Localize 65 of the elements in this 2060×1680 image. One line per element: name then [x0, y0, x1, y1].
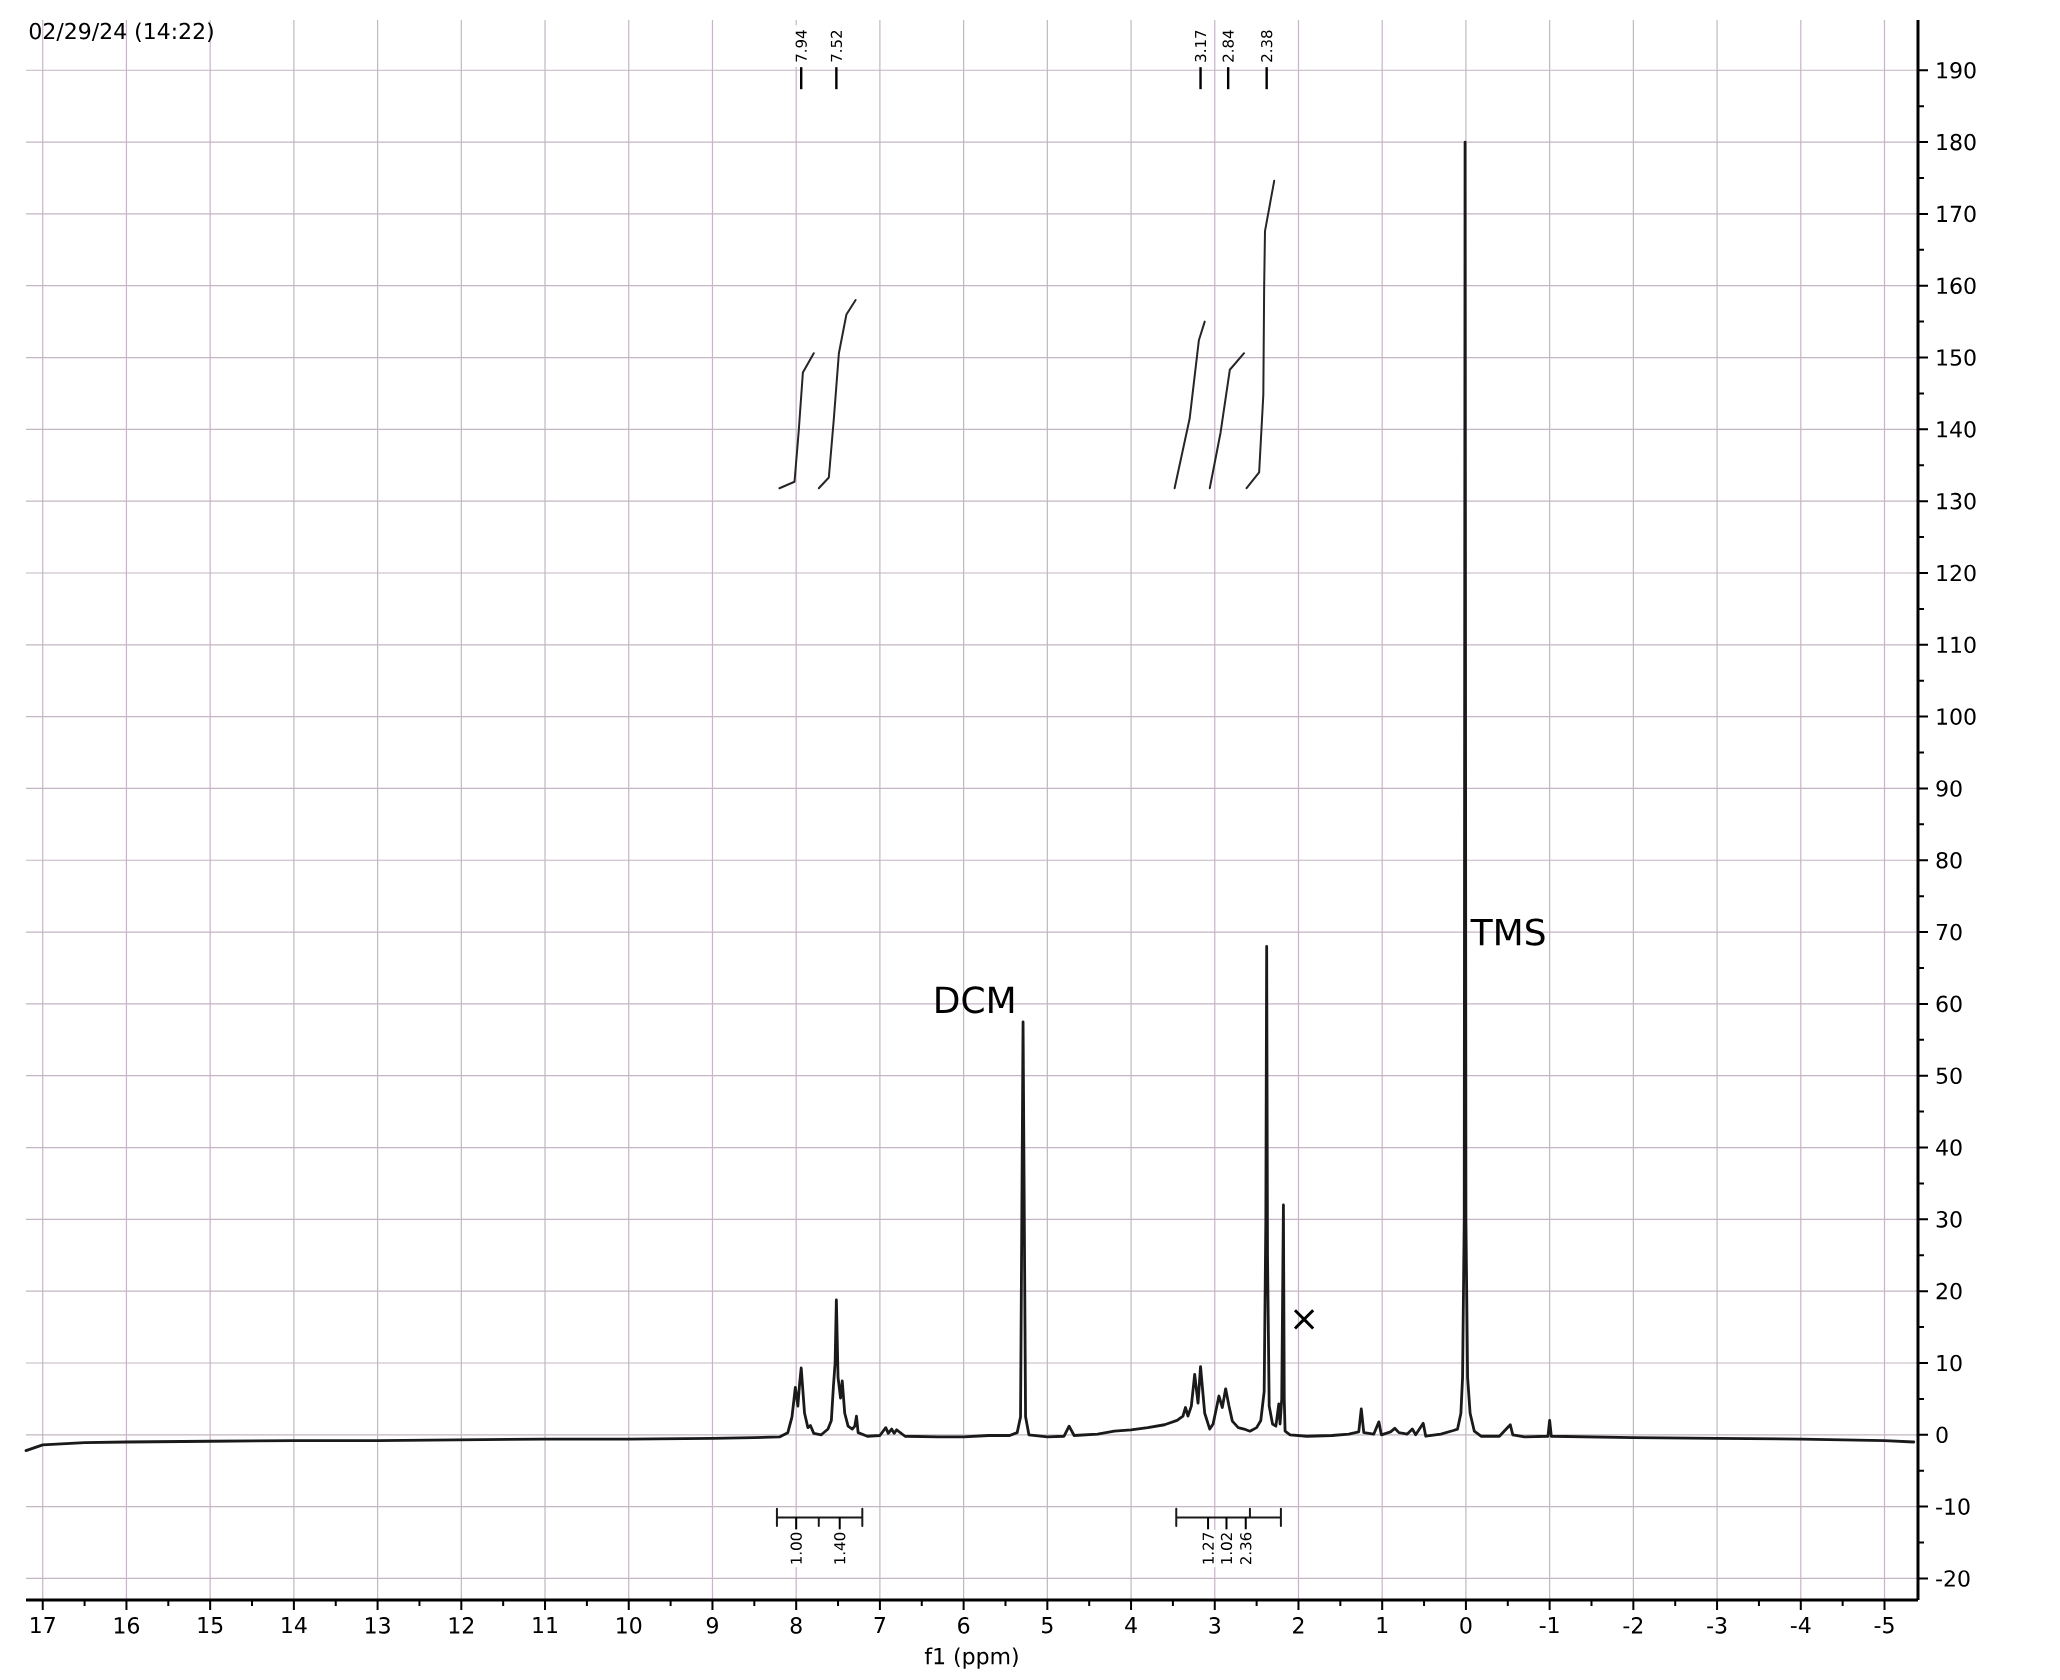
y-tick-label: 70 — [1936, 923, 1962, 941]
x-tick-label: 15 — [198, 1617, 223, 1634]
x-tick-label: 16 — [114, 1617, 140, 1634]
x-tick-label: -1 — [1539, 1617, 1559, 1634]
line-series — [1173, 320, 1206, 490]
line-series — [1245, 179, 1276, 490]
y-tick-label: 80 — [1936, 851, 1962, 869]
annotation: 7.52 — [830, 30, 843, 62]
y-tick-label: 140 — [1937, 421, 1976, 438]
y-tick-label: 100 — [1937, 708, 1976, 725]
annotation: × — [1293, 1309, 1315, 1330]
x-tick-label: 17 — [31, 1617, 55, 1634]
x-tick-label: 4 — [1125, 1617, 1137, 1634]
x-tick-label: -4 — [1790, 1617, 1811, 1634]
annotation: 2.38 — [1261, 30, 1273, 62]
x-tick-label: 8 — [790, 1617, 802, 1634]
y-tick-label: 50 — [1936, 1067, 1962, 1085]
y-tick-label: 60 — [1936, 995, 1962, 1013]
line-series — [778, 352, 815, 490]
x-tick-label: -3 — [1707, 1617, 1727, 1634]
line-series — [817, 299, 857, 490]
y-tick-label: 40 — [1936, 1139, 1962, 1156]
x-tick-label: 2 — [1293, 1617, 1304, 1634]
y-tick-label: 0 — [1936, 1426, 1948, 1444]
x-tick-label: 3 — [1209, 1617, 1220, 1634]
annotation: 1.40 — [834, 1532, 846, 1564]
y-tick-label: 30 — [1936, 1211, 1962, 1228]
y-tick-label: 10 — [1937, 1354, 1962, 1372]
annotation: 1.27 — [1202, 1533, 1214, 1564]
x-tick-label: -5 — [1874, 1617, 1894, 1634]
annotation: 2.36 — [1240, 1532, 1252, 1565]
annotation: 1.02 — [1220, 1533, 1233, 1564]
y-tick-label: -10 — [1936, 1498, 1970, 1515]
x-tick-label: 1 — [1377, 1617, 1388, 1634]
y-tick-label: 110 — [1937, 636, 1976, 654]
y-tick-label: 120 — [1937, 564, 1976, 582]
x-tick-label: 6 — [958, 1617, 970, 1634]
annotation: 7.94 — [795, 30, 807, 62]
y-tick-label: 170 — [1937, 205, 1976, 223]
y-tick-label: 150 — [1937, 349, 1976, 366]
x-tick-label: -2 — [1623, 1617, 1643, 1634]
y-tick-label: 180 — [1937, 133, 1976, 151]
x-axis-title: f1 (ppm) — [924, 1647, 1018, 1669]
y-tick-label: 90 — [1936, 780, 1962, 797]
y-tick-label: 190 — [1937, 61, 1976, 79]
y-tick-label: -20 — [1936, 1570, 1970, 1587]
annotation: 2.84 — [1222, 30, 1234, 62]
line-series — [1208, 352, 1246, 490]
x-tick-label: 14 — [282, 1617, 307, 1634]
x-tick-label: 0 — [1460, 1617, 1472, 1634]
y-tick-label: 160 — [1937, 277, 1976, 295]
annotation: 1.00 — [790, 1532, 802, 1564]
annotation: TMS — [1470, 918, 1545, 946]
x-tick-label: 12 — [449, 1617, 474, 1634]
x-tick-label: 10 — [617, 1617, 642, 1634]
x-tick-label: 13 — [366, 1617, 390, 1634]
y-tick-label: 20 — [1936, 1282, 1962, 1300]
annotation: 02/29/24 (14:22) — [29, 22, 213, 42]
annotation: 3.17 — [1194, 30, 1207, 62]
x-tick-label: 9 — [706, 1617, 718, 1634]
x-tick-label: 5 — [1042, 1617, 1053, 1634]
x-tick-label: 11 — [533, 1617, 557, 1634]
x-tick-label: 7 — [874, 1617, 886, 1634]
y-tick-label: 130 — [1937, 492, 1976, 510]
annotation: DCM — [936, 986, 1014, 1014]
